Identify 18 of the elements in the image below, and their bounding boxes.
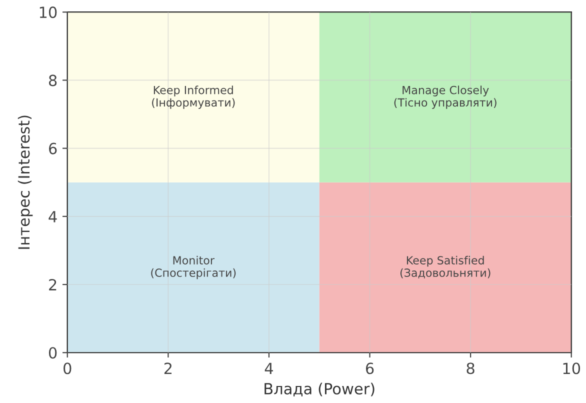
y-tick-label: 4 <box>48 211 57 222</box>
x-tick-label: 6 <box>366 362 374 374</box>
x-tick-label: 2 <box>164 362 172 374</box>
annotation: Keep Informed (Інформувати) <box>152 86 235 109</box>
y-tick-label: 0 <box>48 347 57 359</box>
y-tick-label: 8 <box>48 74 57 86</box>
y-tick-label: 6 <box>49 142 57 154</box>
annotation: Monitor (Спостерігати) <box>151 256 236 280</box>
x-tick-label: 8 <box>466 362 474 374</box>
annotation: Keep Satisfied (Задовольняти) <box>400 256 490 278</box>
annotation: Manage Closely (Тісно управляти) <box>394 86 496 109</box>
y-axis-title: Інтерес (Interest) <box>18 116 33 249</box>
x-tick-label: 10 <box>563 362 580 374</box>
x-axis-title: Влада (Power) <box>264 382 374 396</box>
y-tick-label: 10 <box>40 6 57 18</box>
x-tick-label: 4 <box>264 362 273 374</box>
y-tick-label: 2 <box>49 278 56 290</box>
x-tick-label: 0 <box>64 362 72 374</box>
